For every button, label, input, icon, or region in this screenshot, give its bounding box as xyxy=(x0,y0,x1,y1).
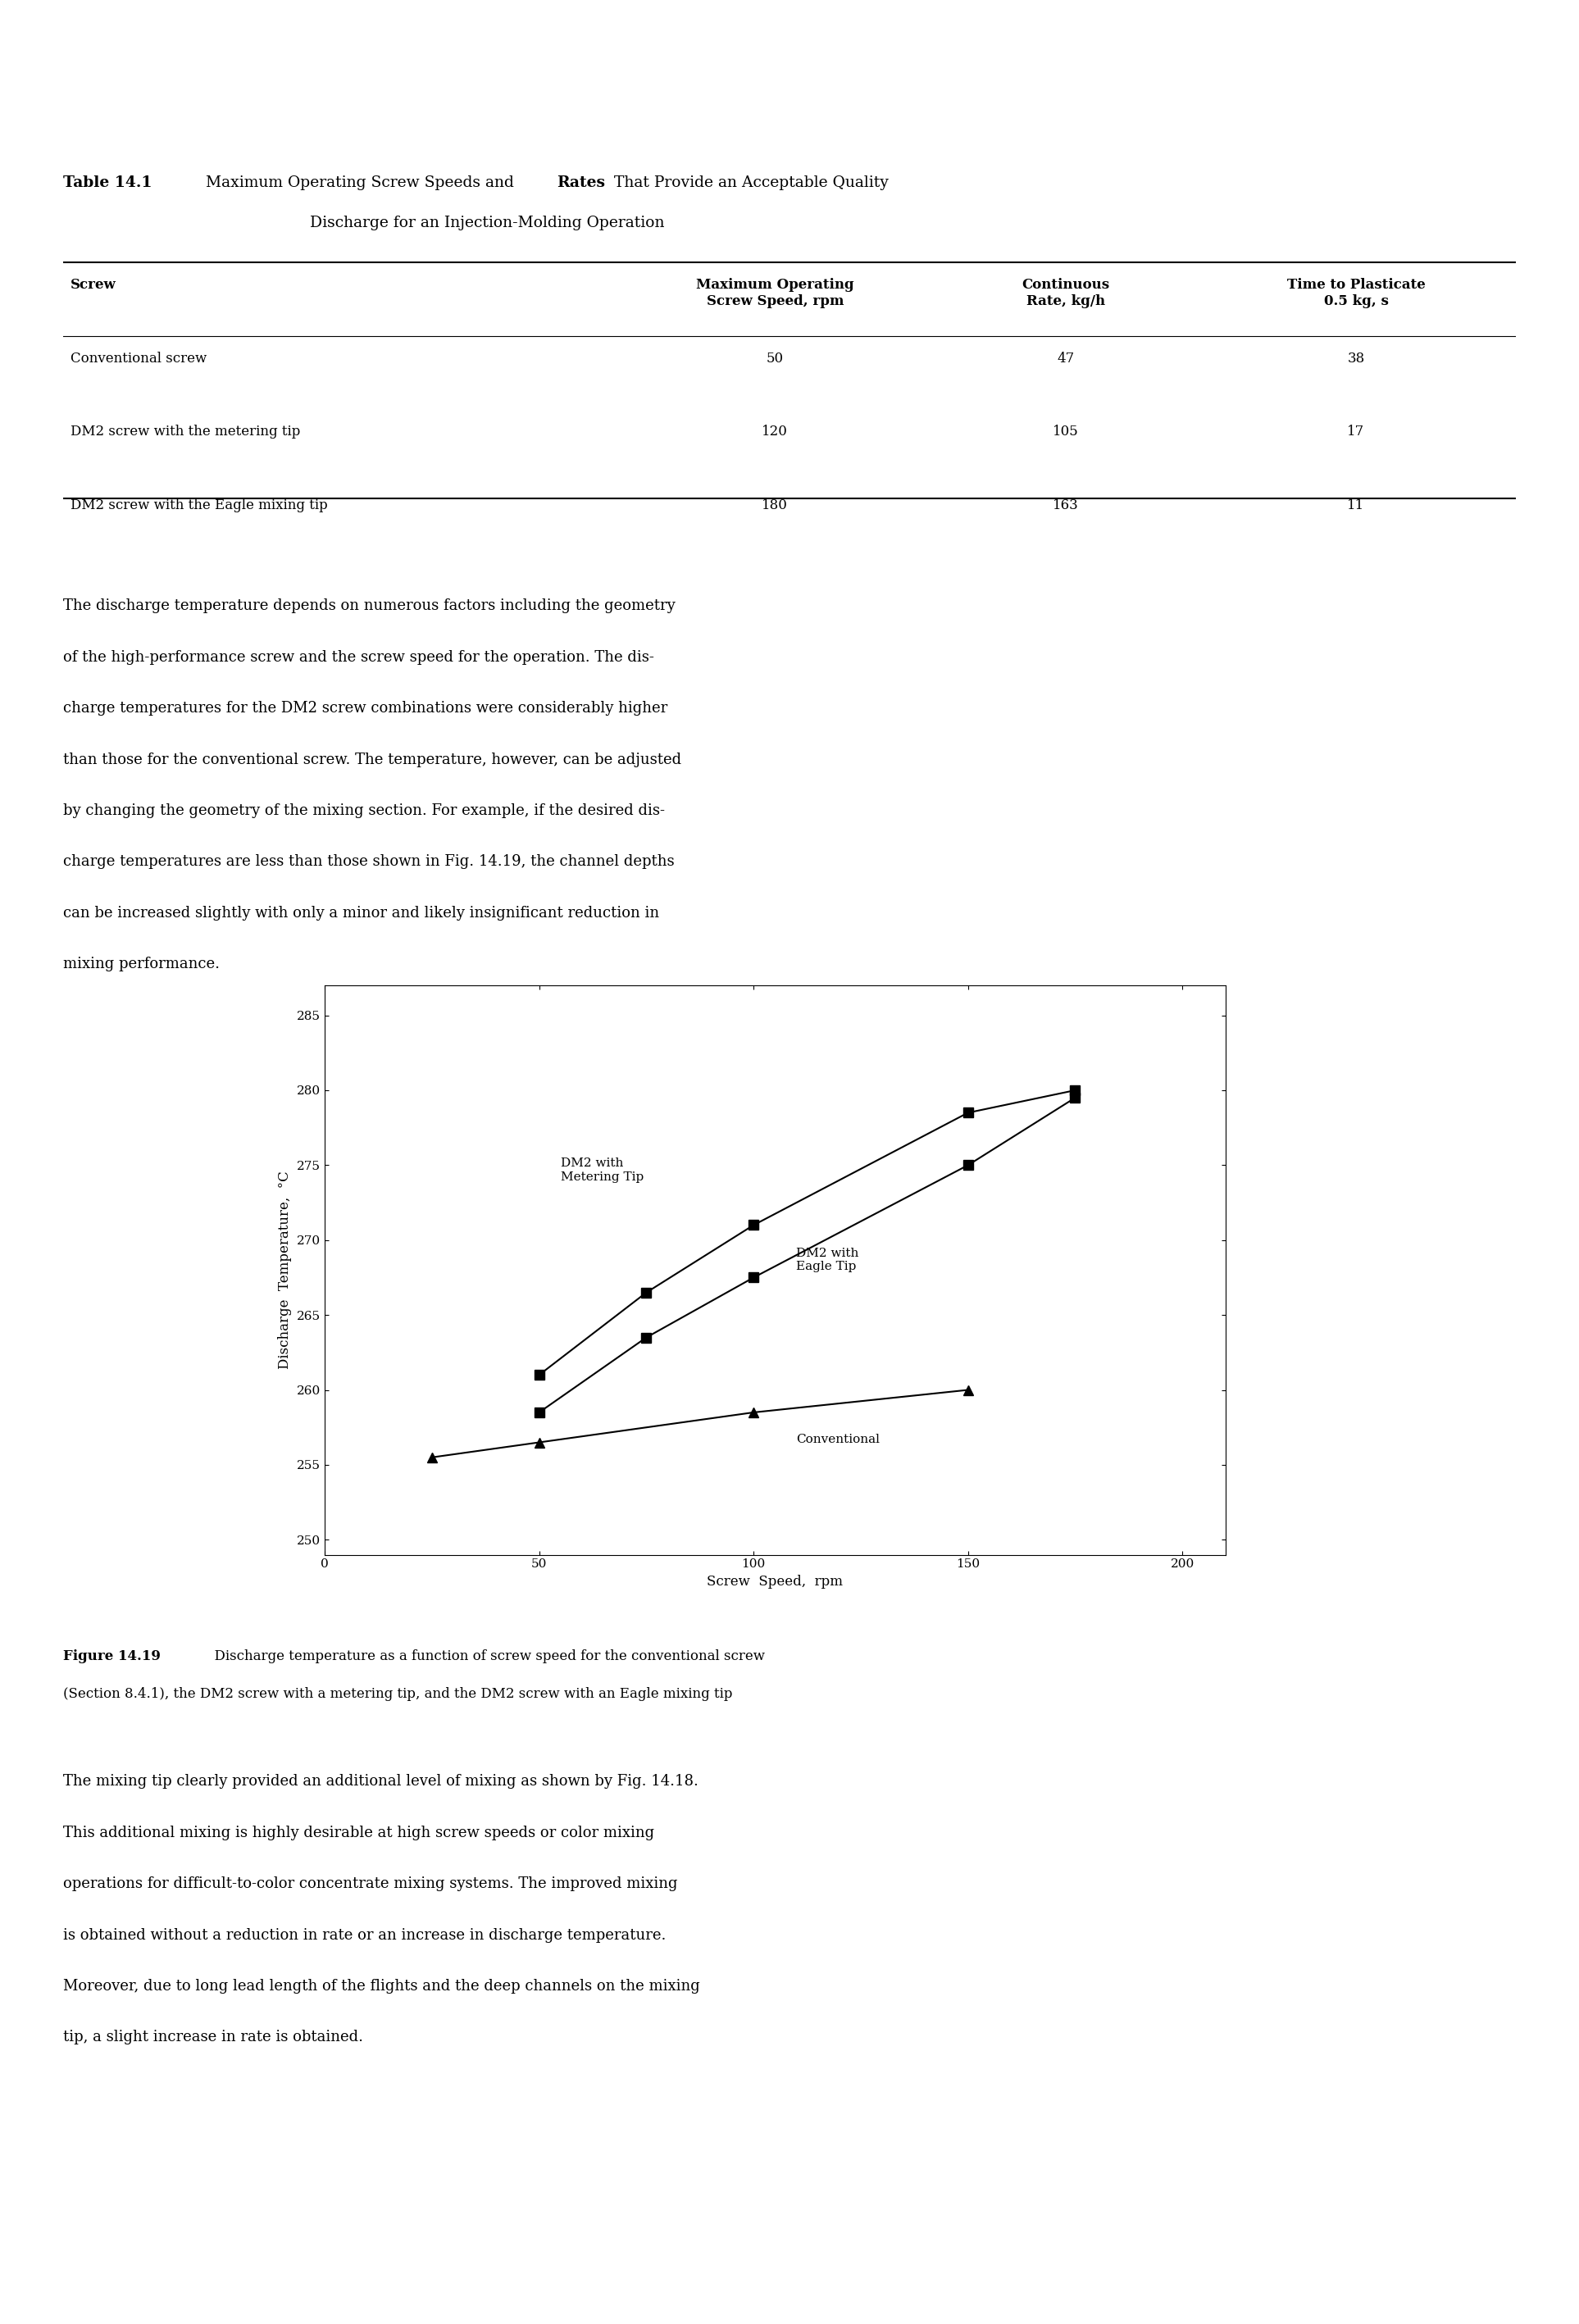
Text: This additional mixing is highly desirable at high screw speeds or color mixing: This additional mixing is highly desirab… xyxy=(63,1824,654,1841)
Text: Conventional screw: Conventional screw xyxy=(71,351,207,365)
Text: can be increased slightly with only a minor and likely insignificant reduction i: can be increased slightly with only a mi… xyxy=(63,906,660,920)
Text: Maximum Operating
Screw Speed, rpm: Maximum Operating Screw Speed, rpm xyxy=(696,279,854,309)
Text: 38: 38 xyxy=(1347,351,1364,365)
Text: 11: 11 xyxy=(1347,497,1364,511)
Text: That Provide an Acceptable Quality: That Provide an Acceptable Quality xyxy=(609,177,889,191)
Text: Discharge temperature as a function of screw speed for the conventional screw: Discharge temperature as a function of s… xyxy=(205,1650,764,1664)
Text: Figure 14.19: Figure 14.19 xyxy=(63,1650,161,1664)
Text: of the high-performance screw and the screw speed for the operation. The dis-: of the high-performance screw and the sc… xyxy=(63,651,654,665)
Text: Continuous
Rate, kg/h: Continuous Rate, kg/h xyxy=(1022,279,1110,309)
Text: Maximum Operating Screw Speeds and: Maximum Operating Screw Speeds and xyxy=(201,177,519,191)
Y-axis label: Discharge  Temperature,  °C: Discharge Temperature, °C xyxy=(278,1171,292,1369)
Text: Time to Plasticate
0.5 kg, s: Time to Plasticate 0.5 kg, s xyxy=(1287,279,1426,309)
Text: Screw: Screw xyxy=(71,279,117,293)
Text: Rates: Rates xyxy=(557,177,605,191)
Text: 47: 47 xyxy=(1056,351,1074,365)
Text: Table 14.1: Table 14.1 xyxy=(63,177,152,191)
Text: is obtained without a reduction in rate or an increase in discharge temperature.: is obtained without a reduction in rate … xyxy=(63,1927,666,1943)
Text: charge temperatures for the DM2 screw combinations were considerably higher: charge temperatures for the DM2 screw co… xyxy=(63,702,668,716)
Text: charge temperatures are less than those shown in Fig. 14.19, the channel depths: charge temperatures are less than those … xyxy=(63,855,674,869)
Text: 648    14  Barrier and High-Performance Screws: 648 14 Barrier and High-Performance Scre… xyxy=(63,33,679,56)
Text: The discharge temperature depends on numerous factors including the geometry: The discharge temperature depends on num… xyxy=(63,600,676,614)
X-axis label: Screw  Speed,  rpm: Screw Speed, rpm xyxy=(707,1576,843,1590)
Text: Discharge for an Injection-Molding Operation: Discharge for an Injection-Molding Opera… xyxy=(309,216,665,230)
Text: 105: 105 xyxy=(1053,425,1078,439)
Text: The mixing tip clearly provided an additional level of mixing as shown by Fig. 1: The mixing tip clearly provided an addit… xyxy=(63,1773,698,1789)
Text: 50: 50 xyxy=(766,351,783,365)
Text: 180: 180 xyxy=(763,497,788,511)
Text: Conventional: Conventional xyxy=(796,1434,880,1446)
Text: than those for the conventional screw. The temperature, however, can be adjusted: than those for the conventional screw. T… xyxy=(63,753,682,767)
Text: DM2 with
Eagle Tip: DM2 with Eagle Tip xyxy=(796,1248,859,1274)
Text: DM2 screw with the Eagle mixing tip: DM2 screw with the Eagle mixing tip xyxy=(71,497,328,511)
Text: 17: 17 xyxy=(1347,425,1364,439)
Text: 163: 163 xyxy=(1053,497,1078,511)
Text: 120: 120 xyxy=(763,425,788,439)
Text: operations for difficult-to-color concentrate mixing systems. The improved mixin: operations for difficult-to-color concen… xyxy=(63,1875,677,1892)
Text: (Section 8.4.1), the DM2 screw with a metering tip, and the DM2 screw with an Ea: (Section 8.4.1), the DM2 screw with a me… xyxy=(63,1687,733,1701)
Text: DM2 screw with the metering tip: DM2 screw with the metering tip xyxy=(71,425,300,439)
Text: mixing performance.: mixing performance. xyxy=(63,957,219,971)
Text: Moreover, due to long lead length of the flights and the deep channels on the mi: Moreover, due to long lead length of the… xyxy=(63,1980,699,1994)
Text: DM2 with
Metering Tip: DM2 with Metering Tip xyxy=(561,1157,644,1183)
Text: by changing the geometry of the mixing section. For example, if the desired dis-: by changing the geometry of the mixing s… xyxy=(63,804,665,818)
Text: tip, a slight increase in rate is obtained.: tip, a slight increase in rate is obtain… xyxy=(63,2031,363,2045)
